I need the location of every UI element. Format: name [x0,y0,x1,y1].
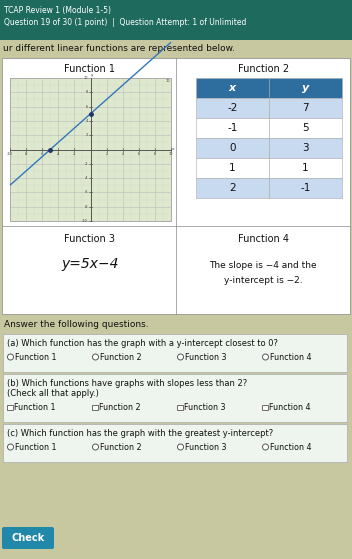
Text: -10: -10 [82,219,88,223]
Bar [196,78,342,98]
Text: (c) Which function has the graph with the greatest y-intercept?: (c) Which function has the graph with th… [7,429,273,438]
Text: The slope is −4 and the: The slope is −4 and the [209,261,317,270]
Text: (b) Which functions have graphs with slopes less than 2?: (b) Which functions have graphs with slo… [7,379,247,388]
Text: 4: 4 [86,119,88,123]
Text: (Check all that apply.): (Check all that apply.) [7,389,99,398]
Text: y: y [91,73,94,77]
Text: 2: 2 [229,183,236,193]
Text: 1: 1 [302,163,309,173]
Text: -8: -8 [84,205,88,209]
Bar [92,405,98,410]
Text: -1: -1 [300,183,311,193]
Bar [196,158,342,178]
Bar [196,178,342,198]
Text: Function 2: Function 2 [99,402,141,411]
Text: 8: 8 [86,91,88,94]
Text: Function 1: Function 1 [15,353,57,362]
FancyBboxPatch shape [2,527,54,549]
Text: Function 1: Function 1 [14,402,56,411]
Text: 8: 8 [154,152,156,156]
Text: 7: 7 [302,103,309,113]
Text: x: x [172,148,175,151]
Text: Function 3: Function 3 [184,402,226,411]
Bar [3,424,347,462]
Bar [7,405,13,410]
Circle shape [177,444,183,450]
Bar [262,405,268,410]
Text: Function 4: Function 4 [269,402,310,411]
Bar [196,138,342,158]
Bar [3,334,347,372]
Text: -4: -4 [57,152,60,156]
Text: Function 2: Function 2 [238,64,290,74]
Text: y: y [302,83,309,93]
Bar [196,118,342,138]
Text: -6: -6 [84,191,88,195]
Text: 0: 0 [229,143,236,153]
Text: 1: 1 [229,163,236,173]
Text: Question 19 of 30 (1 point)  |  Question Attempt: 1 of Unlimited: Question 19 of 30 (1 point) | Question A… [4,18,246,27]
Text: Function 1: Function 1 [64,64,115,74]
Text: -4: -4 [84,176,88,180]
Text: Function 3: Function 3 [185,443,226,452]
Text: 2: 2 [106,152,108,156]
Text: ur different linear functions are represented below.: ur different linear functions are repres… [3,44,235,53]
Text: Function 4: Function 4 [270,443,312,452]
Circle shape [7,354,13,360]
Text: 10: 10 [83,76,88,80]
Bar [0,0,352,40]
Text: -2: -2 [84,162,88,166]
Text: y=5x−4: y=5x−4 [61,257,119,271]
Text: -10: -10 [7,152,13,156]
Circle shape [263,354,269,360]
Text: 2: 2 [86,133,88,137]
Text: x: x [229,83,236,93]
Text: y-intercept is −2.: y-intercept is −2. [224,276,302,285]
Text: TCAP Review 1 (Module 1-5): TCAP Review 1 (Module 1-5) [4,6,111,15]
Text: -2: -2 [227,103,238,113]
Text: Function 4: Function 4 [270,353,312,362]
Text: 5: 5 [302,123,309,133]
Text: 6: 6 [86,105,88,108]
Text: 10: 10 [169,152,173,156]
Bar [10,78,171,221]
Text: 4: 4 [121,152,124,156]
Text: Function 2: Function 2 [100,353,142,362]
Text: -2: -2 [73,152,76,156]
Circle shape [7,444,13,450]
Bar [196,98,342,118]
Text: 6: 6 [138,152,140,156]
Text: -1: -1 [227,123,238,133]
Bar [177,405,182,410]
Text: Function 2: Function 2 [100,443,142,452]
Text: 10: 10 [165,79,170,83]
Text: -6: -6 [40,152,44,156]
Text: (a) Which function has the graph with a y-intercept closest to 0?: (a) Which function has the graph with a … [7,339,278,348]
Text: Function 3: Function 3 [64,234,115,244]
Text: Check: Check [11,533,45,543]
Text: Function 1: Function 1 [15,443,57,452]
Text: Function 3: Function 3 [185,353,226,362]
Text: Function 4: Function 4 [238,234,289,244]
Text: -8: -8 [24,152,28,156]
Text: Answer the following questions.: Answer the following questions. [4,320,149,329]
Bar [3,374,347,422]
Circle shape [263,444,269,450]
Text: 3: 3 [302,143,309,153]
Bar [2,58,350,314]
Circle shape [93,444,99,450]
Circle shape [93,354,99,360]
Circle shape [177,354,183,360]
